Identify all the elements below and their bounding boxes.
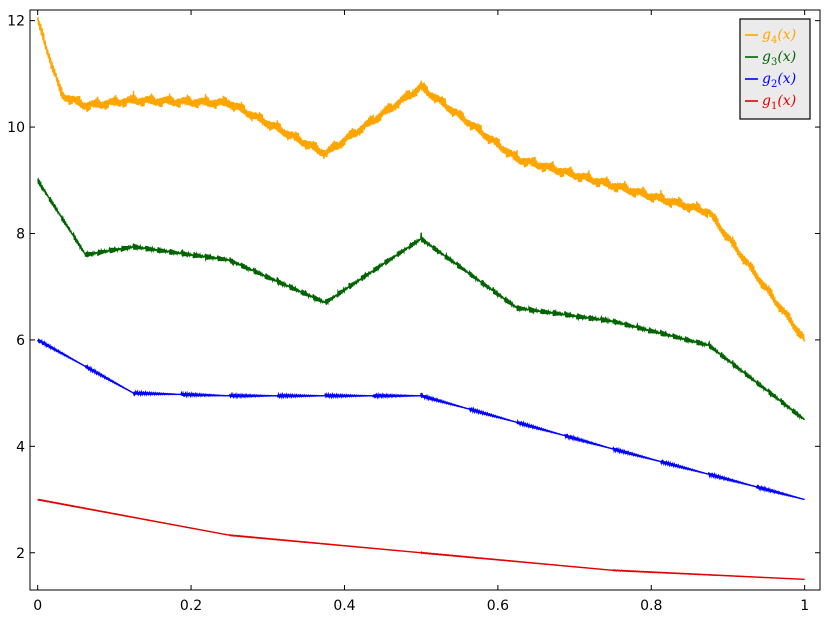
x-tick-label: 0.2 [180, 598, 202, 614]
y-tick-label: 10 [7, 120, 25, 136]
series-line-3 [37, 176, 806, 421]
legend-entry: g4(x) [762, 27, 796, 46]
y-tick-label: 12 [7, 14, 25, 30]
y-tick-label: 8 [16, 226, 25, 242]
y-tick-label: 4 [16, 439, 25, 455]
legend-entry: g1(x) [762, 93, 796, 112]
series-layer [36, 16, 806, 581]
legend-entry: g3(x) [762, 49, 796, 68]
x-tick-label: 0 [33, 598, 42, 614]
x-tick-label: 1 [800, 598, 809, 614]
y-tick-label: 2 [16, 546, 25, 562]
x-tick-label: 0.6 [487, 598, 509, 614]
x-tick-label: 0.4 [333, 598, 355, 614]
legend: g4(x) g3(x) g2(x) g1(x) [739, 18, 811, 120]
series-line-2 [37, 338, 805, 501]
series-line-1 [37, 498, 805, 581]
series-line-4 [36, 16, 806, 343]
legend-entry: g2(x) [762, 71, 796, 90]
x-tick-label: 0.8 [640, 598, 662, 614]
y-tick-label: 6 [16, 333, 25, 349]
plot-frame [29, 9, 821, 591]
